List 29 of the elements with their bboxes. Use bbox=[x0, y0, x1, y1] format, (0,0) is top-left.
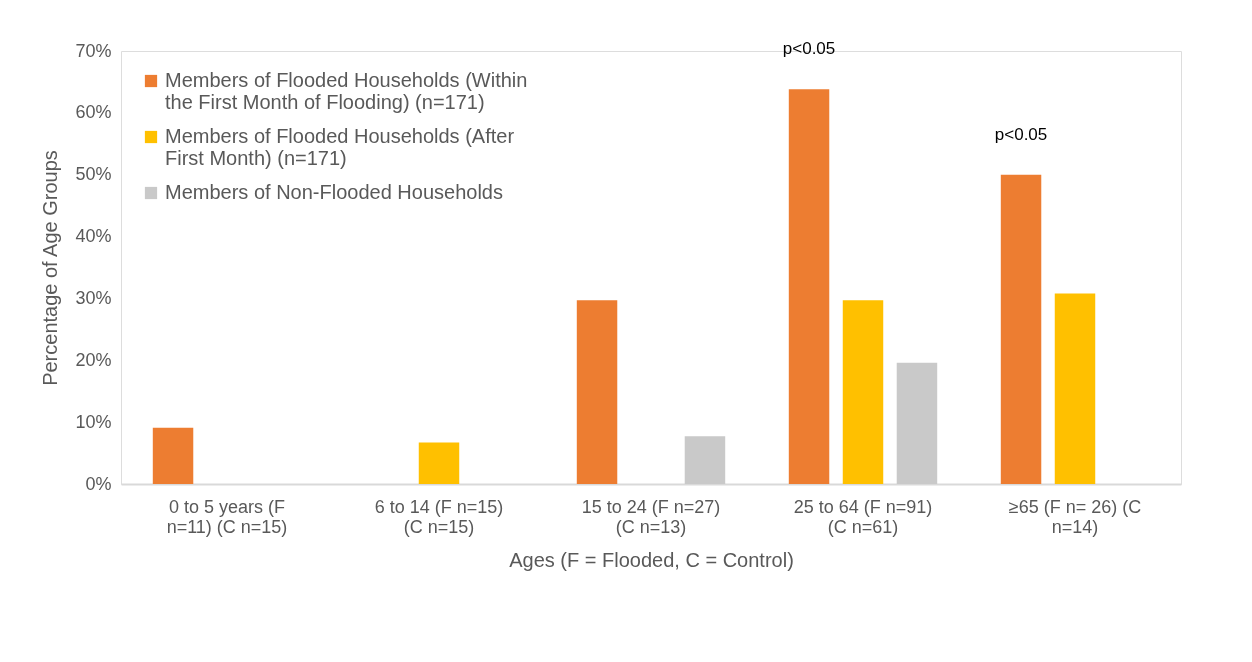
y-tick-label: 20% bbox=[75, 349, 112, 370]
bar bbox=[152, 427, 194, 484]
bar bbox=[896, 362, 938, 484]
y-tick-label: 10% bbox=[75, 411, 112, 432]
y-tick-label: 60% bbox=[75, 102, 112, 123]
y-axis-title: Percentage of Age Groups bbox=[39, 150, 62, 386]
bar bbox=[684, 436, 726, 484]
bar bbox=[418, 442, 460, 484]
x-axis-title: Ages (F = Flooded, C = Control) bbox=[509, 548, 794, 571]
bar bbox=[576, 300, 618, 484]
y-tick-label: 40% bbox=[75, 226, 112, 247]
legend-label: Members of Flooded Households (After First Month) (n=171) bbox=[165, 125, 515, 169]
y-tick-label: 30% bbox=[75, 287, 112, 308]
y-tick-label: 50% bbox=[75, 164, 112, 185]
x-tick-label: 15 to 24 (F n=27) (C n=13) bbox=[581, 496, 721, 537]
x-tick-label: 6 to 14 (F n=15) (C n=15) bbox=[374, 496, 504, 537]
legend-label: Members of Flooded Households (Within the First Month of Flooding) (n=171) bbox=[165, 69, 528, 113]
bar bbox=[842, 300, 884, 484]
bar bbox=[1000, 174, 1042, 484]
x-tick-label: 25 to 64 (F n=91) (C n=61) bbox=[793, 496, 933, 537]
legend-label: Members of Non-Flooded Households bbox=[165, 181, 503, 203]
x-tick-label: ≥65 (F n= 26) (C n=14) bbox=[1008, 496, 1142, 537]
x-tick-label: 0 to 5 years (F n=11) (C n=15) bbox=[166, 496, 288, 537]
bar bbox=[788, 89, 830, 484]
annotation: p<0.05 bbox=[994, 124, 1048, 144]
bar bbox=[1054, 293, 1096, 484]
y-tick-label: 70% bbox=[75, 40, 112, 61]
y-tick-label: 0% bbox=[85, 473, 112, 494]
annotation: p<0.05 bbox=[782, 39, 836, 59]
